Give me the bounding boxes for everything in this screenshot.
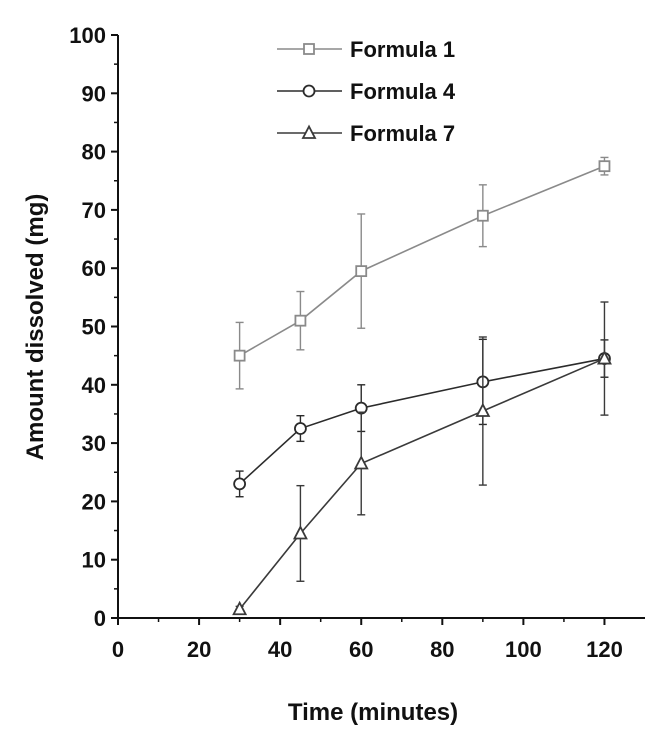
y-tick-label: 40	[82, 373, 106, 398]
data-point	[596, 350, 612, 365]
legend-label: Formula 7	[350, 121, 455, 146]
y-tick-label: 60	[82, 256, 106, 281]
y-tick-label: 30	[82, 431, 106, 456]
x-tick-label: 0	[112, 637, 124, 662]
y-tick-label: 100	[69, 23, 106, 48]
data-point	[476, 209, 489, 222]
y-axis-title: Amount dissolved (mg)	[22, 194, 49, 461]
data-point	[294, 422, 307, 435]
legend: Formula 1 Formula 4 Formula 7	[277, 37, 456, 146]
y-tick-label: 10	[82, 548, 106, 573]
data-point	[353, 455, 369, 470]
data-point	[475, 402, 491, 417]
ticks: 0 20 40 60 80 100 120 0 10 20 30 40 50 60 70 80 90 100	[69, 23, 623, 662]
data-point	[294, 314, 307, 327]
data-point	[355, 265, 368, 278]
legend-entry-3: Formula 7	[277, 121, 455, 146]
legend-marker	[303, 43, 315, 55]
data-point	[233, 477, 247, 491]
legend-label: Formula 4	[350, 79, 456, 104]
series-line	[239, 165, 605, 357]
y-tick-label: 50	[82, 315, 106, 340]
data-point	[233, 349, 246, 362]
x-tick-label: 20	[187, 637, 211, 662]
series-3	[232, 301, 612, 616]
x-tick-label: 40	[268, 637, 292, 662]
data-point	[598, 160, 611, 173]
legend-entry-1: Formula 1	[277, 37, 455, 62]
y-tick-label: 0	[94, 606, 106, 631]
data-point	[292, 525, 308, 540]
series-line	[238, 357, 605, 610]
series-2	[233, 338, 611, 498]
legend-marker	[302, 84, 316, 98]
series-layer	[232, 156, 612, 616]
x-tick-label: 100	[505, 637, 542, 662]
x-tick-label: 120	[586, 637, 623, 662]
x-tick-label: 60	[349, 637, 373, 662]
y-tick-label: 90	[82, 81, 106, 106]
legend-entry-2: Formula 4	[277, 79, 456, 104]
y-tick-label: 20	[82, 489, 106, 514]
x-tick-label: 80	[430, 637, 454, 662]
x-axis-title: Time (minutes)	[288, 699, 458, 726]
series-line	[239, 357, 605, 485]
legend-marker	[301, 124, 317, 139]
series-1	[233, 156, 611, 390]
legend-label: Formula 1	[350, 37, 455, 62]
data-point	[232, 600, 248, 616]
y-tick-label: 80	[82, 140, 106, 165]
y-tick-label: 70	[82, 198, 106, 223]
